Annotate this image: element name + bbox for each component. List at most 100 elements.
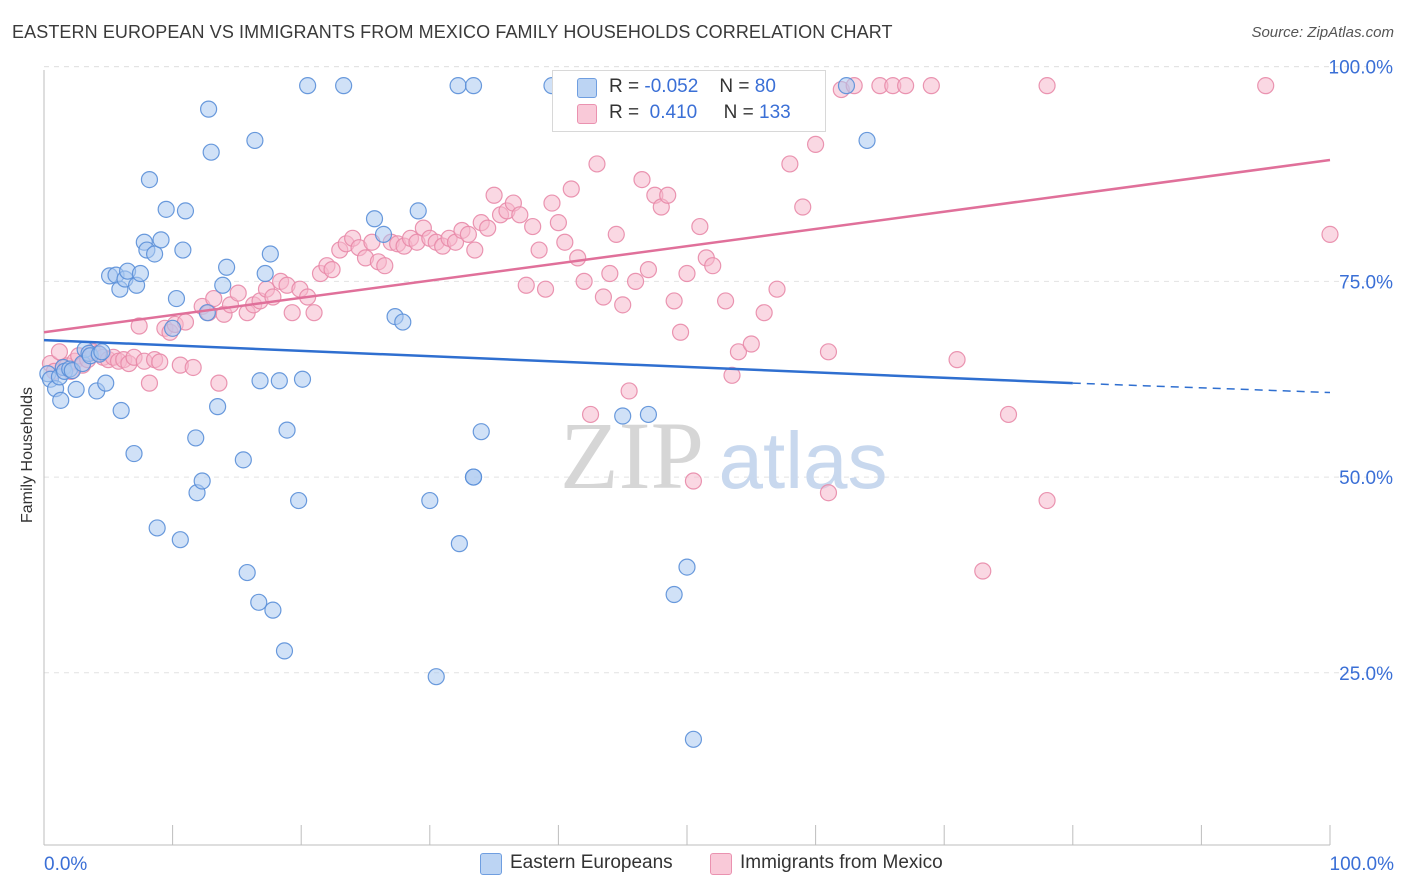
- data-point-blue: [665, 585, 683, 604]
- trend-line-pink: [43, 158, 1331, 334]
- data-point-blue: [246, 131, 264, 150]
- legend-n-label: N =: [719, 76, 750, 97]
- data-point-pink: [50, 343, 69, 361]
- data-point-pink: [549, 214, 568, 232]
- data-point-blue: [238, 563, 256, 582]
- data-point-blue: [250, 593, 268, 611]
- data-point-blue: [140, 170, 159, 189]
- legend-swatch-blue: [577, 78, 597, 98]
- data-point-pink: [588, 155, 606, 173]
- data-point-pink: [1038, 491, 1056, 510]
- data-point-pink: [633, 170, 651, 189]
- source-label: Source: ZipAtlas.com: [1251, 24, 1394, 41]
- data-point-pink: [140, 374, 159, 392]
- data-point-blue: [164, 319, 182, 337]
- data-point-blue: [449, 77, 467, 95]
- data-point-blue: [67, 380, 85, 398]
- data-point-pink: [305, 304, 323, 322]
- legend-r-value-blue: -0.052: [644, 76, 699, 97]
- data-point-blue: [112, 401, 130, 420]
- legend-label-immigrants-from-mexico: Immigrants from Mexico: [740, 852, 943, 873]
- data-point-pink: [151, 353, 169, 371]
- data-point-pink: [479, 219, 497, 237]
- data-point-blue: [145, 245, 164, 263]
- data-point-blue: [335, 77, 353, 95]
- data-point-pink: [581, 405, 600, 424]
- data-point-blue: [234, 451, 252, 469]
- axes: [43, 70, 1331, 846]
- data-point-blue: [421, 491, 439, 510]
- legend-label-eastern-europeans: Eastern Europeans: [510, 852, 673, 873]
- data-point-blue: [261, 245, 279, 263]
- data-point-pink: [1321, 225, 1339, 243]
- data-point-pink: [575, 272, 593, 290]
- data-point-pink: [671, 323, 690, 341]
- data-point-pink: [974, 562, 992, 580]
- data-point-blue: [614, 407, 632, 425]
- data-point-blue: [270, 372, 288, 390]
- trend-line-blue: [43, 338, 1073, 385]
- data-point-blue: [148, 519, 166, 537]
- legend-r-value-pink: 0.410: [649, 102, 698, 123]
- data-point-blue: [464, 468, 483, 486]
- y-tick-label-2: 75.0%: [1339, 272, 1393, 293]
- data-point-blue: [198, 304, 216, 322]
- data-point-blue: [365, 210, 384, 228]
- data-point-pink: [806, 135, 825, 153]
- data-point-blue: [218, 258, 236, 276]
- data-point-pink: [594, 288, 613, 306]
- data-point-pink: [229, 284, 247, 302]
- legend-r-label: R =: [609, 76, 640, 97]
- y-tick-label-3: 100.0%: [1329, 58, 1394, 79]
- series-immigrants-from-mexico: [41, 77, 1339, 580]
- data-point-blue: [214, 276, 232, 294]
- data-point-pink: [607, 225, 625, 243]
- series-eastern-europeans: [39, 77, 876, 748]
- data-point-blue: [639, 405, 658, 424]
- legend-n-value-pink: 133: [759, 102, 791, 123]
- data-point-pink: [620, 382, 638, 400]
- data-point-pink: [723, 366, 741, 384]
- legend-swatch-blue: [480, 853, 502, 875]
- data-point-blue: [278, 421, 296, 439]
- data-point-blue: [52, 391, 70, 409]
- legend-r-label: R =: [609, 102, 640, 123]
- data-point-pink: [205, 289, 223, 308]
- y-tick-labels: 25.0% 50.0% 75.0% 100.0%: [1329, 58, 1394, 685]
- data-point-blue: [97, 374, 115, 392]
- trend-line-blue-dashed: [1072, 382, 1331, 394]
- data-point-pink: [543, 194, 561, 212]
- data-point-blue: [131, 264, 150, 283]
- data-point-pink: [511, 206, 529, 224]
- data-point-blue: [299, 77, 317, 95]
- data-point-pink: [459, 225, 477, 243]
- data-point-pink: [922, 77, 940, 95]
- data-point-pink: [999, 405, 1018, 424]
- data-point-blue: [409, 202, 427, 220]
- data-point-pink: [768, 280, 786, 298]
- data-point-pink: [665, 292, 683, 310]
- data-point-pink: [729, 343, 748, 361]
- data-point-pink: [569, 249, 587, 267]
- data-point-blue: [858, 131, 876, 150]
- data-point-pink: [781, 155, 799, 173]
- data-point-blue: [684, 730, 703, 748]
- chart-title: EASTERN EUROPEAN VS IMMIGRANTS FROM MEXI…: [12, 22, 893, 42]
- data-point-pink: [130, 317, 148, 335]
- data-point-blue: [167, 289, 186, 308]
- data-point-pink: [684, 472, 703, 490]
- data-point-blue: [472, 423, 490, 441]
- correlation-legend: R = -0.052 N = 80 R = 0.410 N = 133: [552, 70, 826, 132]
- gridlines: [44, 66, 1370, 674]
- data-point-blue: [256, 264, 274, 283]
- data-point-pink: [897, 77, 915, 95]
- data-point-blue: [264, 601, 282, 619]
- data-point-blue: [202, 143, 220, 161]
- data-point-pink: [626, 272, 645, 290]
- data-point-blue: [374, 225, 393, 243]
- data-point-blue: [427, 668, 445, 686]
- data-point-pink: [485, 186, 503, 204]
- data-point-pink: [678, 264, 696, 283]
- data-point-pink: [1038, 77, 1056, 95]
